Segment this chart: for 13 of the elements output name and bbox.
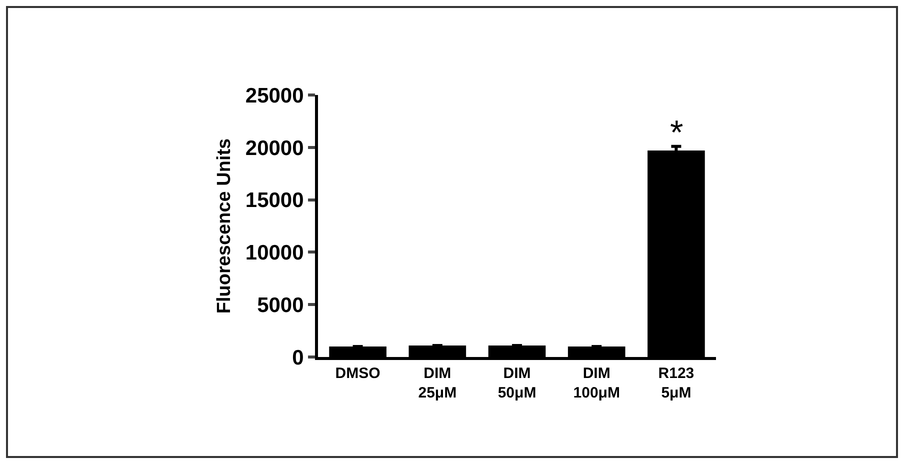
annotation: *	[670, 114, 684, 152]
y-axis-title: Fluorescence Units	[214, 138, 236, 314]
y-tick-label: 20000	[245, 136, 304, 160]
x-tick-label: DMSO	[335, 365, 381, 382]
y-tick-label: 15000	[245, 189, 304, 212]
x-tick-label: DIM 50μM	[498, 365, 536, 402]
x-tick-label: R123 5μM	[658, 365, 694, 402]
y-tick-label: 0	[292, 346, 304, 370]
x-tick-label: DIM 25μM	[418, 365, 457, 402]
y-tick-label: 5000	[257, 294, 304, 317]
y-tick-label: 25000	[245, 84, 304, 108]
y-tick-label: 10000	[245, 242, 304, 265]
x-tick-label: DIM 100μM	[573, 365, 620, 402]
